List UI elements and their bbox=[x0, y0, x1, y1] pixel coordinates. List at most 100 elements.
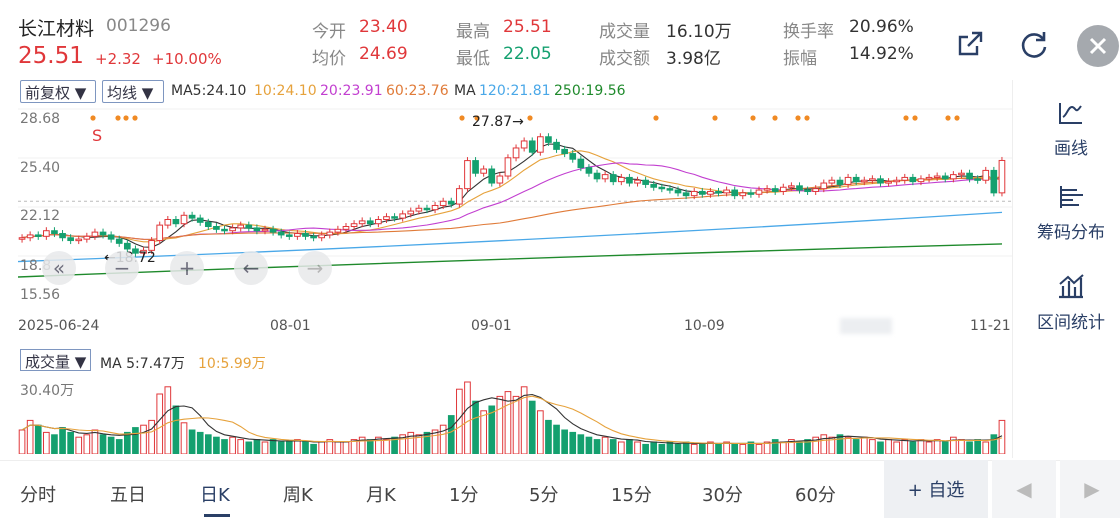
volume-bar bbox=[966, 441, 973, 455]
volume-bar bbox=[342, 441, 350, 455]
candle-body bbox=[431, 204, 439, 211]
chip-distribution-icon bbox=[1060, 186, 1083, 208]
candle-body bbox=[885, 181, 892, 184]
candle-body bbox=[779, 186, 787, 192]
candle-body bbox=[577, 158, 585, 169]
candle-body bbox=[723, 189, 730, 194]
minus-icon: − bbox=[113, 256, 131, 280]
volume-bar bbox=[221, 439, 228, 455]
candle-body bbox=[18, 237, 26, 240]
candle-body bbox=[294, 233, 301, 237]
stat-value-turnover: 20.96% bbox=[849, 17, 914, 37]
volume-bar bbox=[237, 439, 245, 455]
scroll-left-button[interactable]: ← bbox=[234, 251, 268, 285]
scroll-right-button[interactable]: → bbox=[298, 251, 332, 285]
ma-label: MA bbox=[454, 83, 476, 99]
range-stats-tool[interactable]: 区间统计 bbox=[1022, 272, 1120, 333]
volume-bar bbox=[941, 441, 949, 455]
side-divider bbox=[1012, 80, 1013, 458]
candle-body bbox=[990, 169, 998, 194]
range-stats-icon bbox=[1059, 274, 1084, 299]
volume-bar bbox=[140, 424, 147, 455]
candle-body bbox=[480, 168, 487, 174]
volume-bar bbox=[731, 443, 739, 455]
volume-select[interactable]: 成交量 ▼ bbox=[20, 349, 92, 371]
candle-body bbox=[456, 188, 463, 205]
candle-body bbox=[950, 174, 957, 180]
candle-body bbox=[75, 238, 83, 242]
price-tick-2: 22.12 bbox=[20, 208, 61, 224]
volume-bar bbox=[779, 441, 787, 455]
tab-30min[interactable]: 30分 bbox=[702, 485, 743, 506]
volume-chart[interactable] bbox=[18, 374, 1012, 455]
tab-weekly-k[interactable]: 周K bbox=[283, 485, 313, 506]
volume-bar bbox=[75, 436, 83, 455]
candle-body bbox=[172, 219, 180, 225]
close-icon bbox=[1089, 37, 1107, 55]
volume-bar bbox=[310, 443, 317, 455]
candle-body bbox=[642, 179, 649, 185]
zoom-out-button[interactable]: − bbox=[105, 251, 139, 285]
candle-body bbox=[366, 220, 374, 225]
candle-body bbox=[447, 200, 455, 205]
tab-monthly-k[interactable]: 月K bbox=[366, 485, 396, 506]
tab-five-day[interactable]: 五日 bbox=[110, 485, 146, 506]
tabs-prev-button[interactable]: ◀ bbox=[992, 460, 1056, 518]
candle-body bbox=[739, 192, 747, 197]
candle-body bbox=[34, 234, 42, 237]
tabs-next-button[interactable]: ▶ bbox=[1060, 460, 1120, 518]
tab-1min[interactable]: 1分 bbox=[449, 485, 479, 506]
volume-bar bbox=[958, 439, 965, 455]
dropdown-arrow-icon: ▼ bbox=[74, 353, 87, 371]
zoom-in-button[interactable]: + bbox=[170, 251, 204, 285]
tab-5min[interactable]: 5分 bbox=[529, 485, 559, 506]
volume-bar bbox=[553, 424, 560, 455]
indicator-select[interactable]: 均线 ▼ bbox=[102, 80, 164, 103]
range-stats-label: 区间统计 bbox=[1037, 313, 1105, 333]
tab-60min[interactable]: 60分 bbox=[795, 485, 836, 506]
volume-bar bbox=[480, 410, 487, 455]
draw-line-tool[interactable]: 画线 bbox=[1022, 100, 1120, 159]
scroll-left-far-button[interactable]: « bbox=[42, 251, 76, 285]
add-watchlist-button[interactable]: + 自选 bbox=[884, 460, 988, 518]
event-dot bbox=[804, 115, 810, 121]
open-external-button[interactable] bbox=[950, 24, 990, 64]
price-change-percent: +10.00% bbox=[152, 50, 222, 68]
volume-bar bbox=[739, 443, 747, 455]
candle-body bbox=[213, 226, 220, 230]
tab-intraday[interactable]: 分时 bbox=[20, 485, 56, 506]
candle-body bbox=[204, 221, 212, 228]
volume-bar bbox=[496, 395, 504, 455]
triangle-right-icon: ▶ bbox=[1084, 477, 1100, 501]
volume-bar bbox=[634, 441, 641, 455]
volume-bar bbox=[933, 439, 941, 455]
candle-body bbox=[520, 140, 528, 149]
refresh-button[interactable] bbox=[1014, 24, 1054, 64]
candle-body bbox=[350, 223, 358, 228]
volume-bar bbox=[642, 443, 649, 455]
volume-select-value: 成交量 bbox=[25, 353, 71, 371]
volume-bar bbox=[204, 434, 212, 455]
volume-bar bbox=[366, 439, 374, 455]
volume-bar bbox=[439, 424, 447, 455]
kline-chart[interactable] bbox=[17, 108, 1012, 304]
adjust-select[interactable]: 前复权 ▼ bbox=[20, 80, 96, 103]
volume-bar bbox=[869, 439, 876, 455]
candle-body bbox=[617, 176, 625, 183]
close-button[interactable] bbox=[1077, 25, 1119, 67]
candle-body bbox=[715, 190, 722, 194]
chip-distribution-tool[interactable]: 筹码分布 bbox=[1022, 184, 1120, 243]
candle-body bbox=[245, 224, 253, 229]
candle-body bbox=[326, 231, 334, 236]
candle-body bbox=[804, 189, 811, 193]
candle-body bbox=[844, 176, 852, 185]
tab-15min[interactable]: 15分 bbox=[611, 485, 652, 506]
candle-body bbox=[132, 248, 139, 254]
tab-daily-k[interactable]: 日K bbox=[200, 485, 230, 506]
candle-body bbox=[569, 153, 577, 160]
candle-body bbox=[545, 136, 552, 143]
stat-label-volume: 成交量 bbox=[599, 22, 650, 42]
event-dot bbox=[527, 115, 533, 121]
event-dot bbox=[750, 115, 756, 121]
volume-bar bbox=[302, 441, 309, 455]
